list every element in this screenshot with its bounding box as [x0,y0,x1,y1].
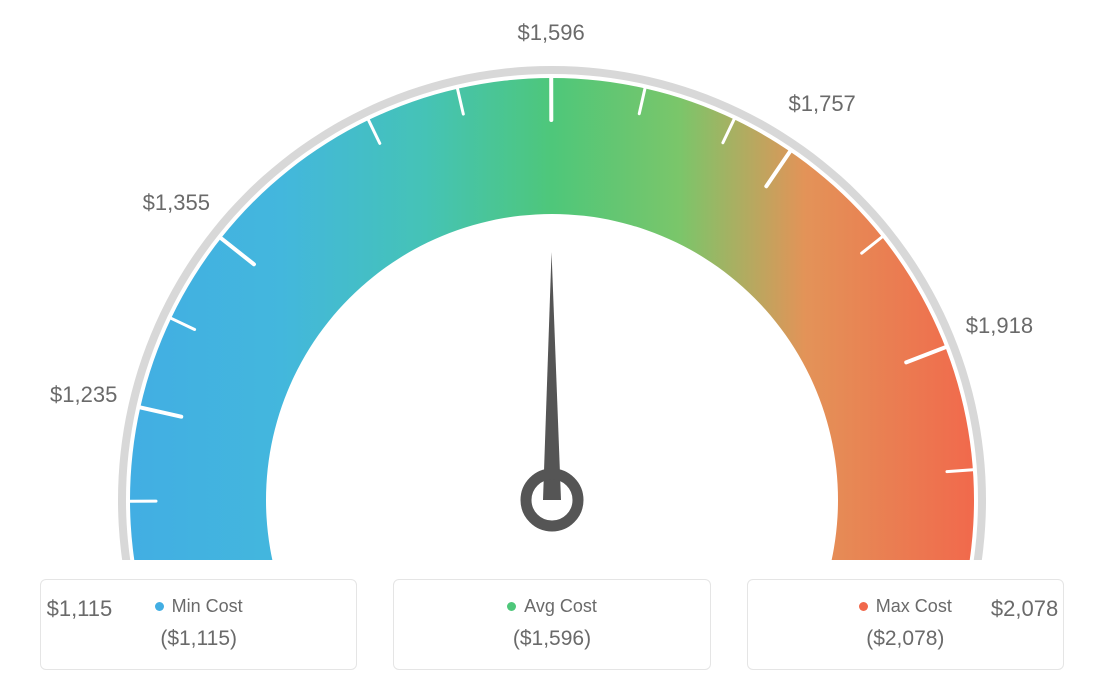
legend: Min Cost ($1,115) Avg Cost ($1,596) Max … [0,579,1104,670]
dot-icon [859,602,868,611]
gauge-tick [947,470,973,472]
legend-title-text: Avg Cost [524,596,597,617]
dot-icon [507,602,516,611]
cost-gauge-chart: $1,115$1,235$1,355$1,596$1,757$1,918$2,0… [0,0,1104,690]
legend-card-max: Max Cost ($2,078) [747,579,1064,670]
legend-title-avg: Avg Cost [507,596,597,617]
gauge-svg [0,0,1104,560]
legend-value-min: ($1,115) [61,627,336,651]
gauge-tick-label: $1,596 [517,20,584,46]
legend-value-max: ($2,078) [768,627,1043,651]
dot-icon [155,602,164,611]
gauge-needle [543,252,561,500]
legend-value-avg: ($1,596) [414,627,689,651]
gauge-tick-label: $1,757 [789,91,856,117]
gauge-tick-label: $1,918 [966,313,1033,339]
legend-title-text: Max Cost [876,596,952,617]
legend-title-max: Max Cost [859,596,952,617]
legend-card-avg: Avg Cost ($1,596) [393,579,710,670]
gauge-area: $1,115$1,235$1,355$1,596$1,757$1,918$2,0… [0,0,1104,560]
gauge-tick-label: $1,235 [50,382,117,408]
legend-card-min: Min Cost ($1,115) [40,579,357,670]
gauge-tick-label: $1,355 [143,190,210,216]
legend-title-text: Min Cost [172,596,243,617]
legend-title-min: Min Cost [155,596,243,617]
